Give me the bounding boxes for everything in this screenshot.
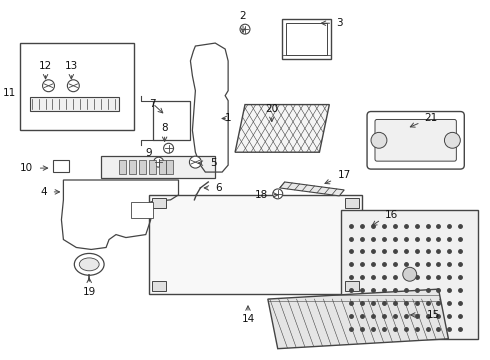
Circle shape: [240, 24, 250, 34]
Bar: [53, 160, 70, 172]
Circle shape: [43, 80, 54, 92]
Bar: [119, 160, 126, 174]
Bar: [282, 19, 331, 59]
Text: 1: 1: [225, 113, 231, 123]
Text: 6: 6: [215, 183, 221, 193]
Text: 13: 13: [65, 61, 78, 71]
Text: 19: 19: [83, 287, 96, 297]
Bar: [341, 210, 478, 339]
Circle shape: [273, 189, 283, 199]
Text: 5: 5: [210, 158, 217, 168]
Bar: [286, 23, 327, 55]
Text: 18: 18: [255, 190, 269, 200]
Text: 9: 9: [146, 148, 152, 158]
Bar: [30, 96, 119, 111]
FancyBboxPatch shape: [375, 120, 456, 161]
Text: 17: 17: [338, 170, 351, 180]
Circle shape: [403, 267, 416, 281]
Ellipse shape: [79, 258, 99, 271]
Polygon shape: [268, 289, 448, 349]
Bar: [152, 281, 166, 291]
Polygon shape: [235, 105, 329, 152]
Circle shape: [444, 132, 460, 148]
Text: 12: 12: [39, 61, 52, 71]
Text: 10: 10: [20, 163, 33, 173]
Circle shape: [190, 156, 201, 168]
Text: 16: 16: [385, 210, 398, 220]
Text: 3: 3: [336, 18, 343, 28]
Bar: [20, 43, 134, 130]
Text: 20: 20: [265, 104, 278, 113]
Bar: [152, 198, 166, 208]
Circle shape: [68, 80, 79, 92]
Text: 21: 21: [424, 113, 437, 123]
Bar: [153, 100, 191, 140]
Text: 15: 15: [427, 310, 440, 320]
Bar: [129, 160, 136, 174]
Text: 11: 11: [3, 88, 17, 98]
Bar: [345, 281, 359, 291]
Bar: [149, 160, 156, 174]
Polygon shape: [280, 182, 344, 196]
Circle shape: [164, 143, 173, 153]
Circle shape: [154, 157, 164, 167]
Text: 7: 7: [149, 99, 156, 109]
Ellipse shape: [74, 253, 104, 275]
Bar: [166, 160, 172, 174]
Bar: [139, 160, 146, 174]
Bar: [159, 160, 166, 174]
Bar: [131, 202, 153, 218]
Bar: [149, 195, 362, 294]
Text: 8: 8: [161, 123, 168, 134]
Text: 2: 2: [240, 11, 246, 21]
Circle shape: [371, 132, 387, 148]
Bar: [101, 156, 215, 178]
Bar: [345, 198, 359, 208]
Text: 4: 4: [40, 187, 47, 197]
FancyBboxPatch shape: [367, 112, 465, 169]
Text: 14: 14: [242, 314, 255, 324]
